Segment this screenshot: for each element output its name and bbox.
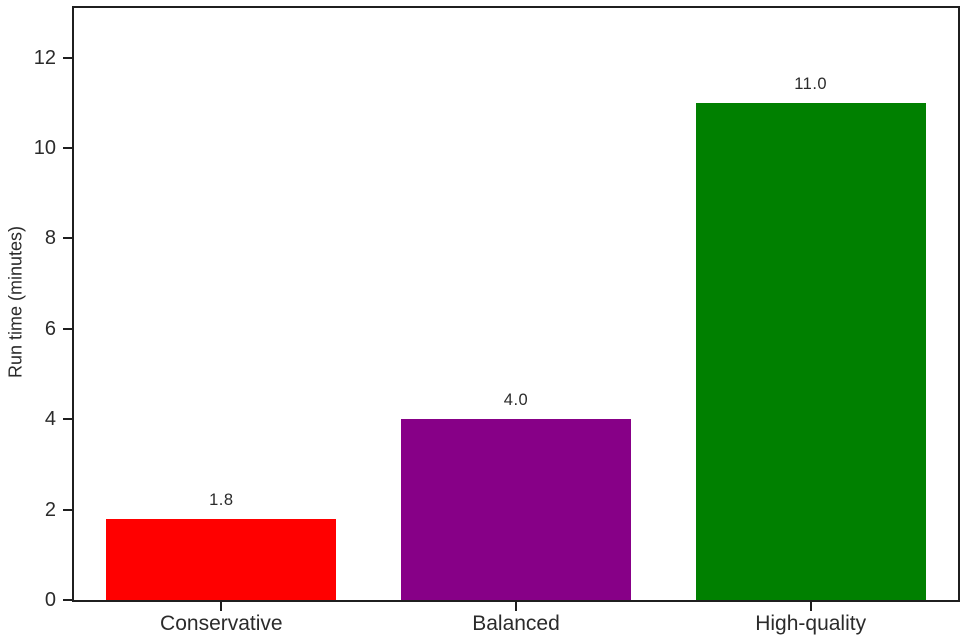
y-tick — [63, 56, 72, 59]
y-tick-label: 4 — [44, 408, 56, 431]
x-tick-label: Balanced — [472, 612, 560, 635]
y-tick-label: 8 — [44, 227, 56, 250]
x-tick — [809, 602, 812, 611]
y-tick — [63, 418, 72, 421]
bar — [106, 518, 337, 600]
bar — [695, 102, 926, 600]
bar — [401, 419, 631, 600]
x-tick-label: Conservative — [160, 612, 283, 635]
bar-value-label: 4.0 — [503, 391, 529, 410]
x-tick — [515, 602, 517, 611]
x-tick — [220, 602, 223, 611]
plot-area: 1.8 4.0 11.0 — [72, 6, 960, 602]
y-tick-label: 6 — [44, 317, 56, 340]
y-tick — [63, 327, 72, 330]
x-tick-label: High-quality — [755, 612, 867, 635]
y-tick — [63, 237, 72, 240]
y-tick — [63, 599, 72, 601]
y-tick-label: 2 — [44, 498, 56, 521]
bar-value-label: 11.0 — [794, 74, 828, 93]
y-tick-label: 10 — [33, 137, 56, 160]
y-tick — [63, 508, 72, 511]
y-tick-label: 0 — [44, 589, 56, 611]
bar-value-label: 1.8 — [209, 490, 234, 509]
y-tick-label: 12 — [33, 46, 56, 69]
y-tick — [63, 147, 72, 150]
